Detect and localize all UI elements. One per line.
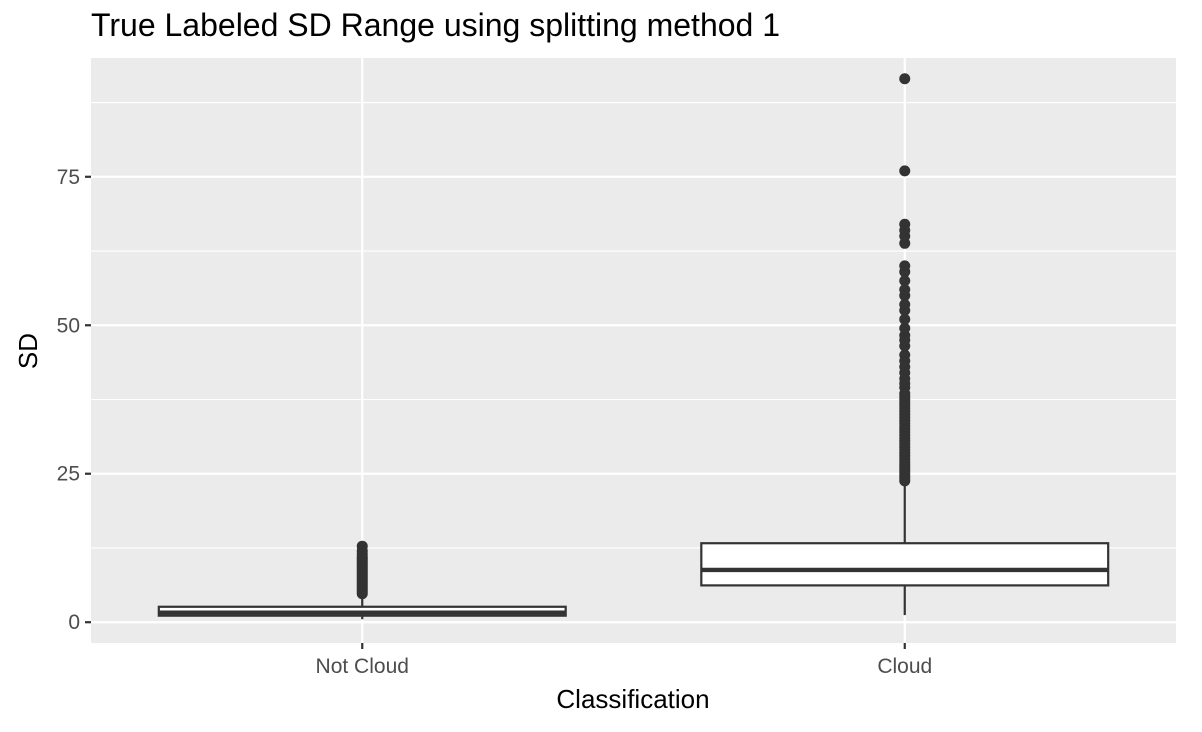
- y-tick-label: 0: [68, 611, 80, 634]
- chart-title: True Labeled SD Range using splitting me…: [91, 7, 780, 43]
- outlier-point: [899, 73, 911, 85]
- outlier-point: [899, 260, 911, 272]
- outlier-point: [356, 540, 368, 552]
- y-axis: 0 25 50 75: [57, 166, 91, 634]
- outlier-point: [899, 165, 911, 177]
- outlier-point: [899, 298, 911, 310]
- y-tick-label: 75: [57, 166, 80, 189]
- outlier-point: [899, 313, 911, 325]
- y-axis-title: SD: [13, 333, 43, 369]
- outlier-point: [899, 284, 911, 296]
- outlier-point: [899, 322, 911, 334]
- outlier-point: [899, 275, 911, 287]
- box-cloud: [700, 73, 1110, 616]
- box-layer: [157, 73, 1110, 620]
- y-tick-label: 25: [57, 463, 80, 486]
- x-tick-label: Cloud: [877, 655, 932, 678]
- outlier-point: [899, 218, 911, 230]
- y-tick-label: 50: [57, 314, 80, 337]
- x-tick-label: Not Cloud: [316, 655, 409, 678]
- box-iqr: [700, 542, 1110, 587]
- outlier-point: [899, 349, 911, 361]
- x-axis-title: Classification: [556, 684, 709, 714]
- box-not-cloud: [157, 540, 567, 620]
- x-axis: Not Cloud Cloud: [316, 643, 932, 678]
